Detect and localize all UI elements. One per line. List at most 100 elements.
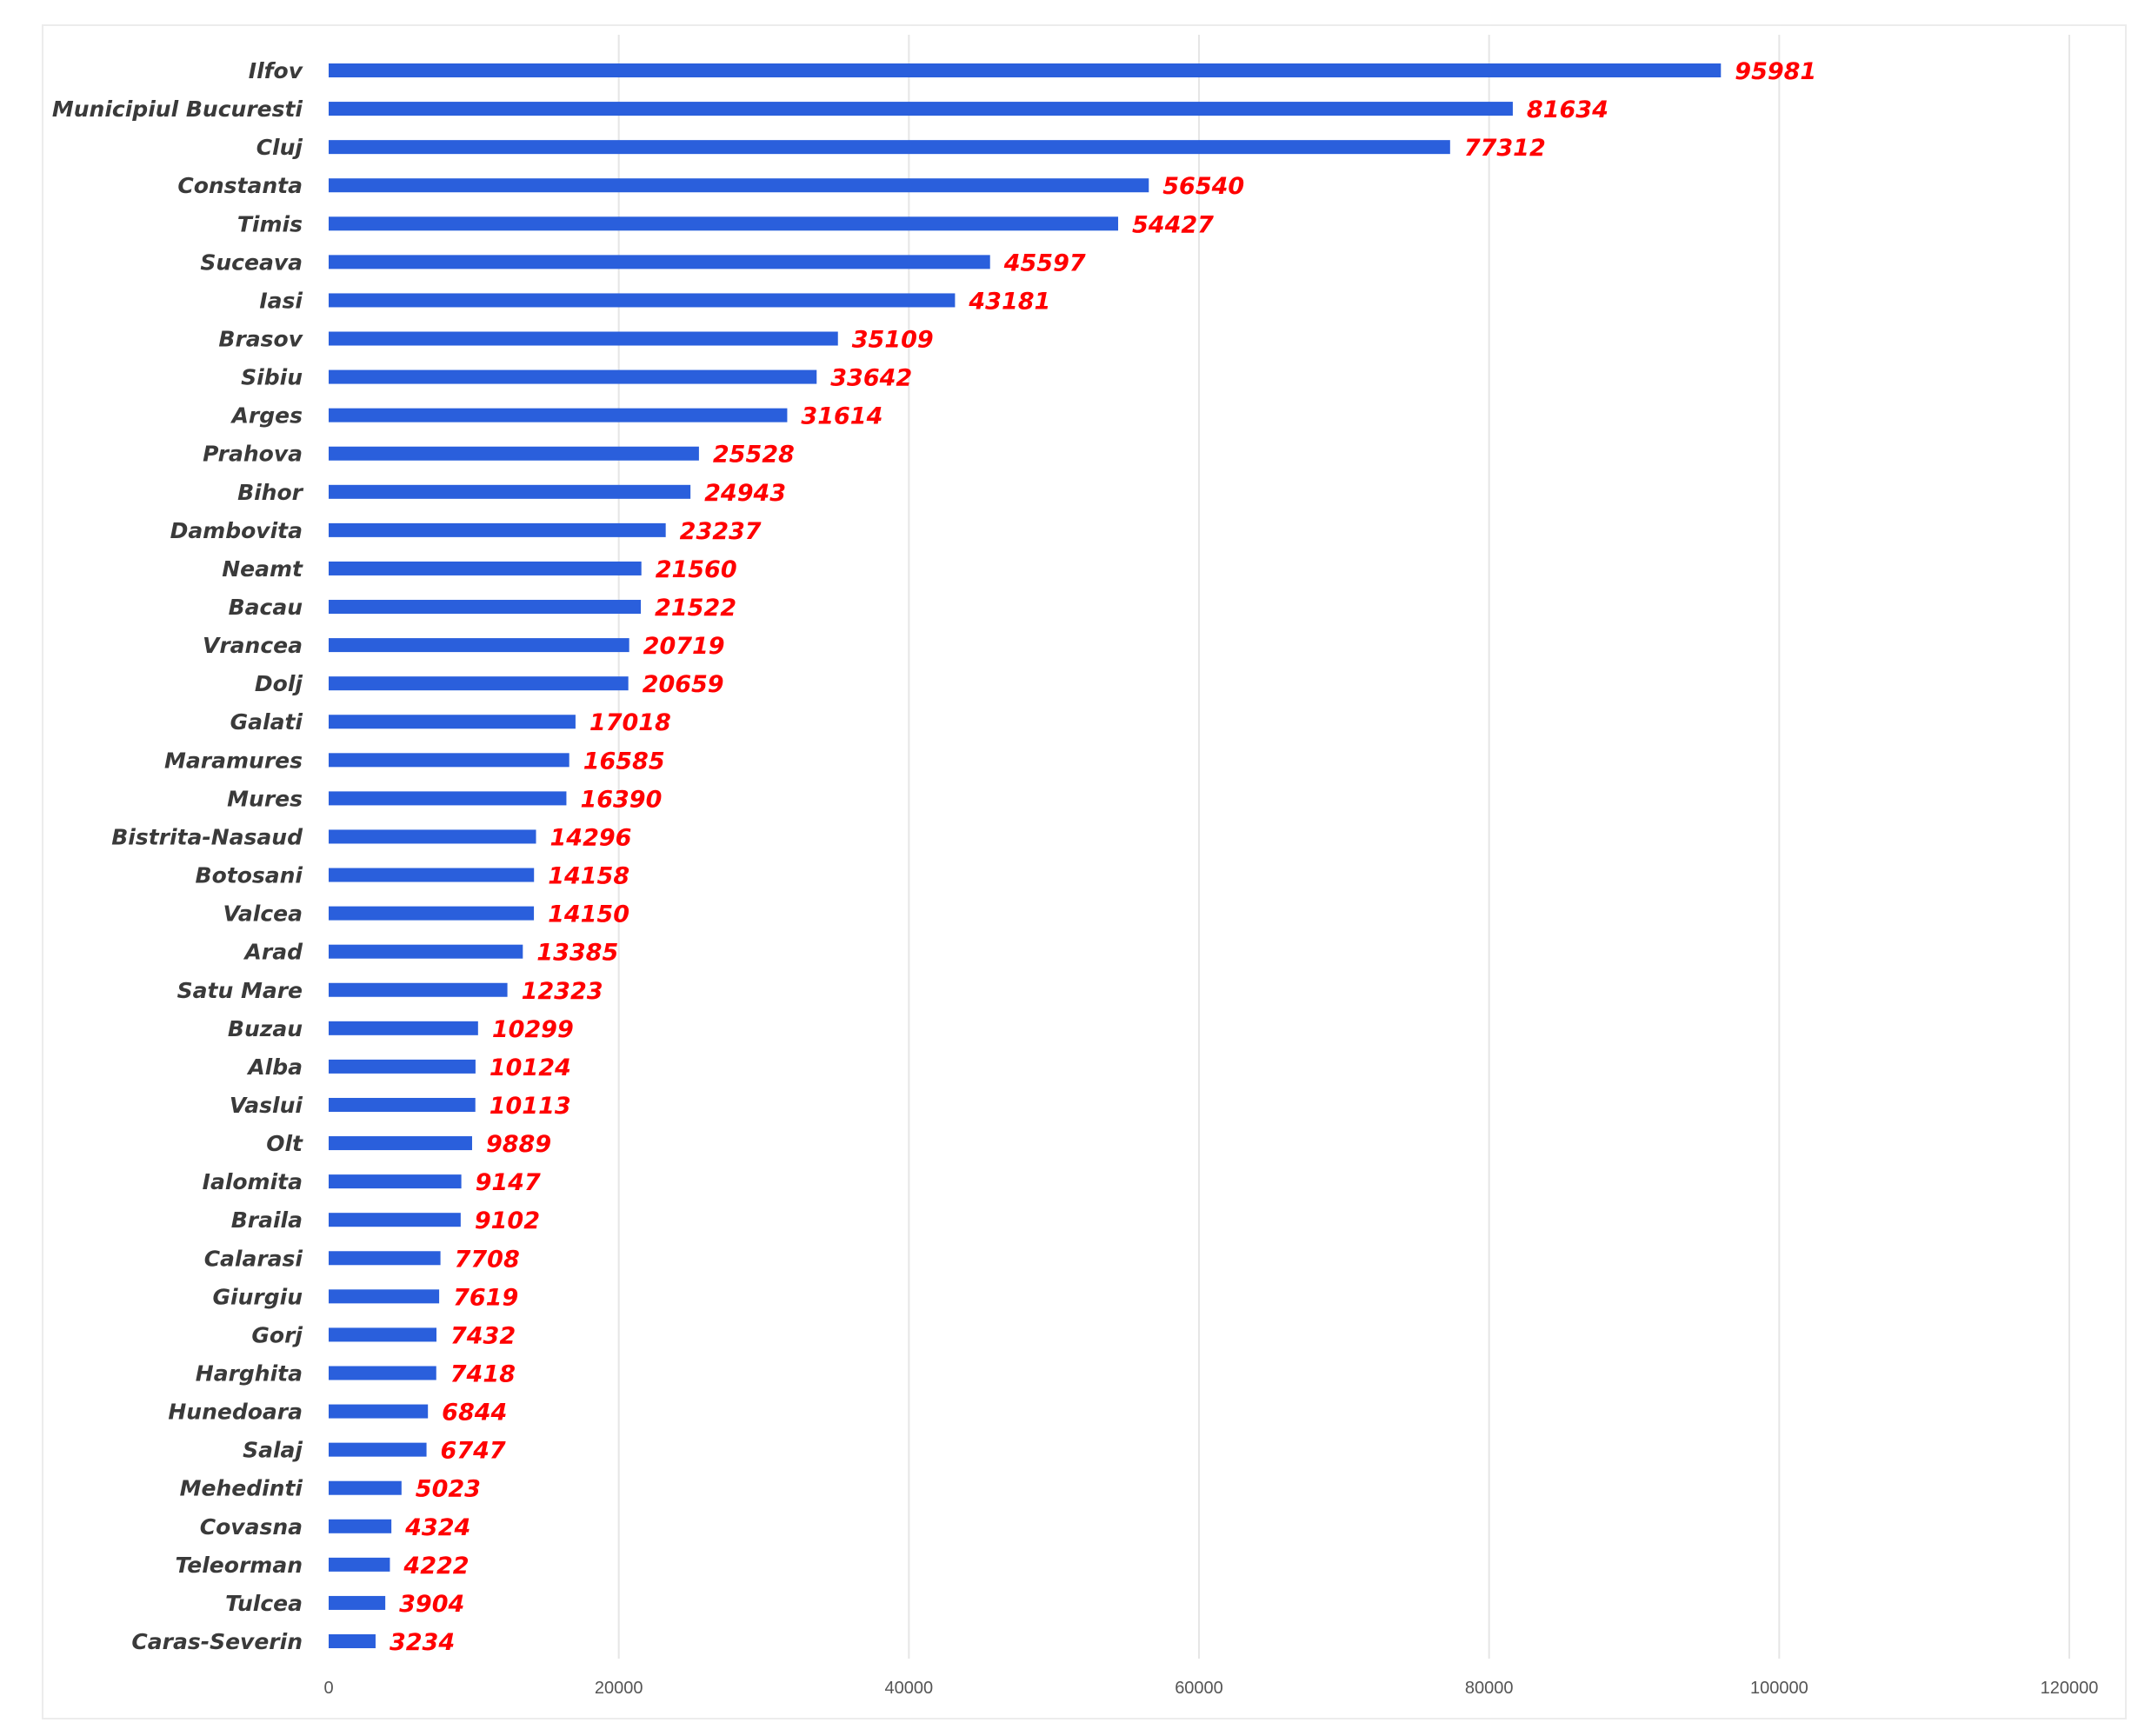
value-label: 20659 [643,671,724,698]
category-label: Maramures [164,748,303,773]
bar-tulcea [329,1595,386,1610]
value-label: 7418 [450,1360,516,1387]
value-label: 21522 [655,595,736,622]
value-label: 20719 [643,633,725,660]
x-axis-tick-labels: 0 20000 40000 60000 80000 100000 120000 [323,1679,2098,1698]
tick-label-0: 0 [323,1679,333,1698]
value-label: 14296 [550,824,632,851]
bar-calarasi [329,1251,441,1266]
tick-label-20000: 20000 [595,1679,643,1698]
bar-timis [329,216,1119,231]
bar-maramures [329,753,569,768]
bar-bistrita-nasaud [329,829,536,844]
category-label: Hunedoara [168,1400,303,1425]
category-label: Valcea [223,901,303,927]
bars [329,63,1722,1648]
tick-label-60000: 60000 [1175,1679,1223,1698]
bar-iasi [329,293,956,308]
category-label: Harghita [196,1360,303,1386]
bar-sibiu [329,369,817,384]
bar-prahova [329,446,699,461]
value-label: 17018 [589,709,671,736]
category-label: Calarasi [204,1246,303,1271]
bar-cluj [329,140,1450,155]
bar-neamt [329,561,642,575]
value-label: 7432 [450,1322,516,1349]
bar-brasov [329,331,838,346]
category-label: Buzau [228,1016,303,1041]
bar-ialomita [329,1174,462,1189]
category-label: Suceava [200,249,303,275]
bar-covasna [329,1519,392,1533]
bar-satu-mare [329,982,508,997]
value-label: 5023 [416,1476,481,1503]
bar-dambovita [329,522,666,537]
category-label: Giurgiu [213,1284,303,1309]
bar-giurgiu [329,1289,440,1304]
value-label: 4222 [403,1553,469,1580]
tick-label-120000: 120000 [2041,1679,2099,1698]
bar-ilfov [329,63,1722,77]
value-label: 81634 [1527,96,1608,123]
bar-valcea [329,906,535,921]
bar-gorj [329,1327,436,1342]
bar-hunedoara [329,1404,429,1419]
value-label: 23237 [680,518,762,545]
bar-arges [329,408,788,422]
category-label: Prahova [203,442,303,467]
bar-buzau [329,1021,478,1035]
category-label: Salaj [243,1438,303,1463]
category-label: Brasov [218,327,303,352]
bar-bacau [329,600,642,615]
category-label: Mehedinti [180,1476,303,1501]
bar-dolj [329,676,629,691]
value-label: 14158 [548,863,629,890]
gridlines [617,35,2070,1659]
bar-botosani [329,868,535,882]
bar-galati [329,715,576,729]
category-label: Cluj [256,135,303,160]
value-label: 9147 [476,1169,541,1196]
tick-label-40000: 40000 [885,1679,934,1698]
category-label: Sibiu [241,365,303,390]
category-label: Bihor [237,480,304,505]
category-label: Bistrita-Nasaud [111,824,303,849]
bar-braila [329,1213,461,1227]
value-label: 95981 [1735,58,1816,85]
value-label: 24943 [704,480,786,507]
category-label: Ilfov [249,58,303,83]
bar-mehedinti [329,1480,402,1495]
value-label: 25528 [713,442,795,469]
category-label: Covasna [200,1514,303,1540]
value-label: 3904 [399,1591,464,1618]
category-label: Galati [230,709,303,735]
category-label: Satu Mare [177,978,303,1003]
value-label: 14150 [548,901,629,928]
category-label: Neamt [222,556,303,582]
bar-bihor [329,484,691,499]
value-label: 16585 [583,748,665,775]
value-label: 9102 [475,1207,540,1234]
value-label: 6747 [441,1438,506,1465]
value-label: 6844 [442,1400,507,1427]
category-label: Tulcea [225,1591,303,1616]
category-label: Caras-Severin [131,1629,303,1654]
value-label: 45597 [1003,249,1086,276]
value-label: 10113 [490,1093,571,1120]
category-label: Bacau [229,595,303,620]
bar-constanta [329,178,1149,193]
value-label: 21560 [656,556,737,583]
value-label: 9889 [486,1131,551,1158]
value-label: 10124 [490,1054,571,1081]
bar-mures [329,791,567,806]
value-label: 3234 [390,1629,455,1656]
value-label: 77312 [1464,135,1546,162]
category-label: Ialomita [203,1169,303,1194]
value-label: 7708 [455,1246,520,1273]
value-label: 16390 [580,786,662,813]
category-label: Municipiul Bucuresti [52,96,303,122]
value-label: 56540 [1162,173,1244,200]
value-label: 35109 [852,327,934,354]
category-label: Arges [230,403,303,429]
bar-salaj [329,1442,427,1457]
